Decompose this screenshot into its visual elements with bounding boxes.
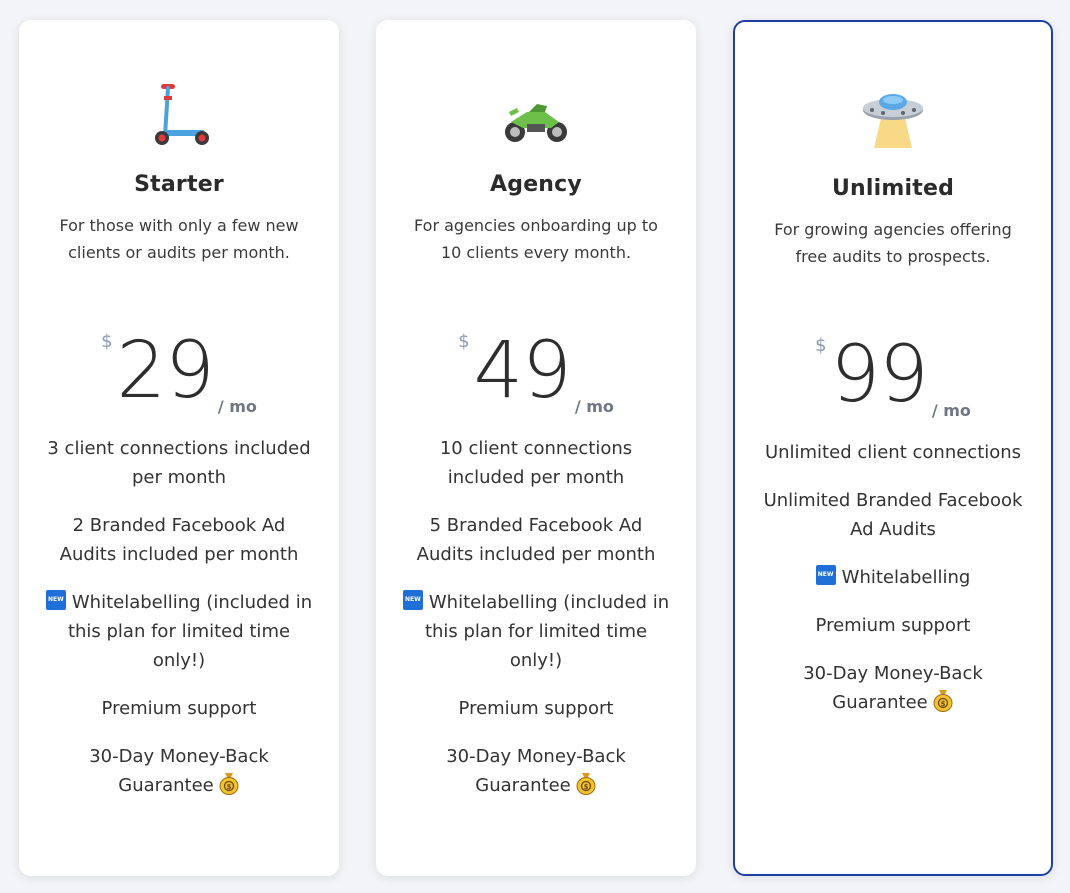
flying-saucer-icon (735, 88, 1051, 154)
new-badge-icon: NEW (45, 590, 66, 610)
price-amount: 49 (473, 326, 572, 416)
feature-item: 3 client connections included per month (47, 438, 311, 488)
svg-text:$: $ (226, 783, 231, 791)
money-bag-icon: $ (218, 771, 240, 804)
feature-item: Premium support (815, 615, 971, 636)
price-period: / mo (931, 401, 971, 420)
plan-card-unlimited[interactable]: Unlimited For growing agencies offering … (733, 20, 1053, 876)
plan-card-agency[interactable]: Agency For agencies onboarding up to 10 … (376, 20, 696, 876)
price: $99/ mo (735, 329, 1051, 429)
price-amount: 29 (116, 326, 215, 416)
svg-text:$: $ (940, 700, 945, 708)
plan-name: Agency (490, 172, 582, 197)
plan-description: For agencies onboarding up to 10 clients… (414, 216, 658, 262)
feature-item: 30-Day Money-Back Guarantee $ (759, 659, 1027, 721)
money-bag-icon: $ (932, 688, 954, 721)
currency-symbol: $ (815, 335, 827, 356)
feature-item: NEW Whitelabelling (included in this plan… (400, 588, 672, 675)
price-amount: 99 (830, 330, 929, 420)
feature-item: 2 Branded Facebook Ad Audits included pe… (59, 515, 299, 565)
feature-item: 30-Day Money-Back Guarantee $ (43, 742, 315, 804)
feature-item: Unlimited Branded Facebook Ad Audits (763, 490, 1023, 540)
svg-text:$: $ (583, 783, 588, 791)
plan-card-starter[interactable]: Starter For those with only a few new cl… (19, 20, 339, 876)
feature-item: Premium support (458, 698, 614, 719)
feature-list: 3 client connections included per month … (43, 434, 315, 823)
price: $49/ mo (376, 325, 696, 425)
feature-item: 10 client connections included per month (439, 438, 633, 488)
feature-item: NEW Whitelabelling (included in this plan… (43, 588, 315, 675)
kick-scooter-icon (19, 82, 339, 148)
plan-description: For growing agencies offering free audit… (774, 220, 1012, 266)
currency-symbol: $ (458, 331, 470, 352)
currency-symbol: $ (101, 331, 113, 352)
feature-list: 10 client connections included per month… (400, 434, 672, 823)
new-badge-icon: NEW (815, 565, 836, 585)
plan-name: Unlimited (831, 176, 955, 201)
feature-list: Unlimited client connections Unlimited B… (759, 438, 1027, 740)
new-badge-icon: NEW (402, 590, 423, 610)
motorcycle-icon (376, 82, 696, 148)
feature-item: 30-Day Money-Back Guarantee $ (400, 742, 672, 804)
price: $29/ mo (19, 325, 339, 425)
price-period: / mo (217, 397, 257, 416)
money-bag-icon: $ (575, 771, 597, 804)
feature-item: Premium support (101, 698, 257, 719)
price-period: / mo (574, 397, 614, 416)
plan-name: Starter (134, 172, 224, 197)
feature-item: NEW Whitelabelling (759, 563, 1027, 592)
feature-item: Unlimited client connections (764, 442, 1022, 463)
feature-item: 5 Branded Facebook Ad Audits included pe… (416, 515, 656, 565)
plan-description: For those with only a few new clients or… (59, 216, 299, 262)
